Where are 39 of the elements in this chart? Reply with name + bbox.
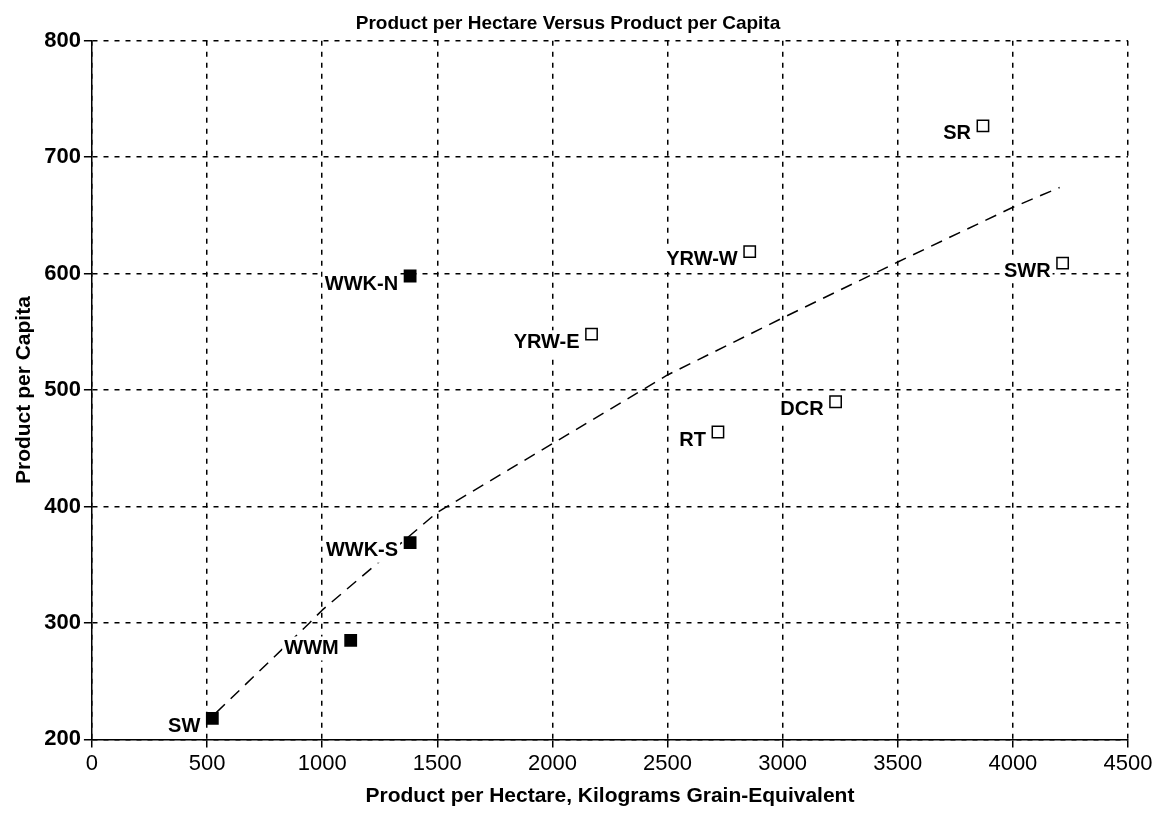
x-tick-label: 1000 [297,749,347,775]
y-tick-label: 700 [44,143,81,169]
point [585,327,598,341]
point [344,634,358,647]
annotation: YRW-E [513,329,580,352]
x-axis-title: Product per Hectare, Kilograms Grain-Equivalent [365,783,855,807]
point [1056,256,1070,270]
point [976,119,990,133]
annotation: WWM [284,635,339,658]
annotation: SWR [1003,258,1052,281]
annotation: WWK-S [325,538,399,561]
annotation: SR [943,121,972,144]
x-tick-label: 4500 [1103,749,1153,775]
chart-title: Product per Hectare Versus Product per Capita [355,11,781,33]
x-tick-label: 0 [85,749,99,775]
point [743,245,757,258]
x-tick-label: 2000 [527,749,577,775]
y-axis-title: Product per Capita [11,295,35,485]
y-tick-label: 300 [44,609,81,635]
point [829,395,842,409]
x-tick-label: 3500 [873,749,923,775]
annotation: RT [679,427,706,450]
y-tick-label: 500 [44,376,81,402]
y-tick-label: 400 [44,492,81,518]
x-tick-label: 500 [188,749,226,775]
x-tick-label: 2500 [643,749,692,775]
x-tick-label: 4000 [988,749,1038,775]
annotation: DCR [780,397,825,420]
x-tick-label: 3000 [758,749,808,775]
point [205,712,219,725]
y-tick-label: 200 [44,725,81,751]
y-tick-label: 600 [44,259,81,285]
annotation: YRW-W [666,247,738,270]
y-tick-label: 800 [44,26,81,52]
point [403,269,417,283]
x-tick-label: 1500 [412,749,462,775]
point [403,536,417,550]
annotation: SW [168,713,201,736]
annotation: WWK-N [324,271,399,294]
